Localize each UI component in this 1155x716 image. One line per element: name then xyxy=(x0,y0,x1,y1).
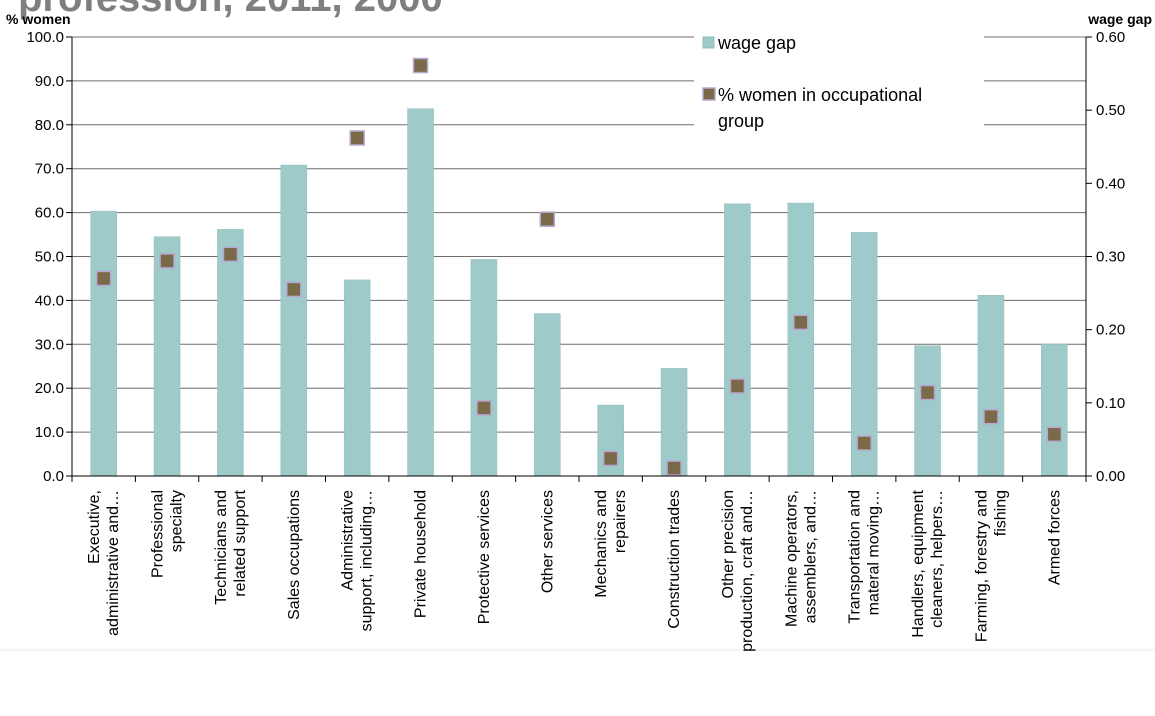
left-tick-label: 100.0 xyxy=(26,29,64,46)
right-tick-label: 0.30 xyxy=(1096,249,1125,266)
legend-swatch-wage-gap xyxy=(702,36,715,49)
legend-label-wage-gap: wage gap xyxy=(717,33,796,53)
right-tick-label: 0.60 xyxy=(1096,29,1125,46)
women-share-marker xyxy=(602,450,619,467)
category-label: Farming, forestry and xyxy=(973,490,990,642)
wage-gap-bar xyxy=(407,108,434,477)
right-tick-label: 0.20 xyxy=(1096,322,1125,339)
women-share-marker xyxy=(349,130,365,146)
women-share-marker xyxy=(919,384,936,401)
left-axis-title: % women xyxy=(6,11,71,27)
wage-gap-bar xyxy=(977,295,1005,477)
wage-gap-bar xyxy=(787,202,815,477)
category-label: Administrative xyxy=(340,490,357,591)
left-tick-label: 10.0 xyxy=(35,424,64,441)
women-share-marker xyxy=(476,400,492,416)
wage-gap-bar xyxy=(153,236,181,477)
women-share-marker xyxy=(793,314,809,331)
wage-gap-bar xyxy=(1041,344,1068,477)
left-tick-label: 30.0 xyxy=(35,336,64,353)
wage-gap-bar xyxy=(90,210,117,477)
legend-label-women: % women in occupational xyxy=(718,85,922,105)
category-label: fishing xyxy=(992,490,1009,536)
left-tick-label: 60.0 xyxy=(35,205,64,222)
category-label: Private household xyxy=(413,490,430,618)
category-label: Protective services xyxy=(476,490,493,624)
category-label: Professional xyxy=(150,490,167,578)
bar-series xyxy=(90,108,1068,477)
right-tick-label: 0.40 xyxy=(1096,175,1125,192)
category-labels: Executive, administrative and… Professiona… xyxy=(86,489,1063,651)
category-label: assemblers, and… xyxy=(802,490,819,623)
category-label: specialty xyxy=(169,490,186,552)
legend: wage gap % women in occupational group xyxy=(694,26,984,156)
women-share-marker xyxy=(729,378,746,394)
left-tick-label: 80.0 xyxy=(35,117,64,134)
category-label: Construction trades xyxy=(666,490,683,629)
wage-gap-bar xyxy=(724,203,751,477)
category-label: Other services xyxy=(539,490,556,593)
women-share-marker xyxy=(856,435,872,451)
wage-gap-bar xyxy=(914,345,941,477)
wage-gap-bar xyxy=(470,259,498,477)
category-label: production, craft and… xyxy=(739,490,756,652)
women-share-marker xyxy=(412,57,429,74)
left-tick-label: 50.0 xyxy=(35,249,64,266)
category-label: Mechanics and xyxy=(593,490,610,598)
gridlines xyxy=(72,36,1086,433)
right-axis-title: wage gap xyxy=(1087,11,1152,27)
women-share-marker xyxy=(1046,426,1063,443)
women-share-marker xyxy=(159,253,175,269)
category-label: Executive, xyxy=(86,490,103,564)
women-share-marker xyxy=(983,408,999,425)
category-label: Machine operators, xyxy=(783,490,800,627)
women-share-marker xyxy=(286,281,302,298)
left-tick-label: 0.0 xyxy=(43,468,64,485)
wage-gap-bar xyxy=(217,229,244,477)
wage-gap-bar xyxy=(343,279,371,477)
category-label: Sales occupations xyxy=(286,490,303,620)
category-label: administrative and… xyxy=(105,490,122,636)
women-share-marker xyxy=(222,246,239,263)
category-label: support, including… xyxy=(359,490,376,631)
left-tick-label: 90.0 xyxy=(35,73,64,90)
category-label: materal moving… xyxy=(866,490,883,615)
wage-gap-bar xyxy=(280,164,308,477)
axes: 0.0 10.0 20.0 30.0 40.0 50.0 60.0 70.0 80.0 90.0 1… xyxy=(0,11,1155,651)
legend-label-women: group xyxy=(718,111,764,131)
category-label: Transportation and xyxy=(847,490,864,624)
women-share-marker xyxy=(539,211,556,227)
category-label: Handlers, equipment xyxy=(910,489,927,637)
category-label: Technicians and xyxy=(213,490,230,605)
category-label: Other precision xyxy=(720,490,737,599)
left-tick-label: 70.0 xyxy=(35,161,64,178)
left-tick-label: 20.0 xyxy=(35,380,64,397)
left-tick-label: 40.0 xyxy=(35,292,64,309)
wage-gap-bar xyxy=(660,368,688,477)
category-label: repairers xyxy=(612,490,629,553)
right-tick-label: 0.50 xyxy=(1096,102,1125,119)
right-tick-label: 0.00 xyxy=(1096,468,1125,485)
legend-swatch-women xyxy=(702,87,716,101)
women-share-marker xyxy=(95,270,112,287)
page-title: profession, 2011, 2000 xyxy=(18,0,443,21)
marker-series xyxy=(95,57,1063,476)
category-label: Armed forces xyxy=(1046,490,1063,585)
wage-gap-bar xyxy=(534,313,561,477)
legend-box xyxy=(694,26,984,156)
category-label: cleaners, helpers… xyxy=(929,490,946,628)
women-share-marker xyxy=(666,460,682,476)
category-label: related support xyxy=(232,489,249,596)
right-tick-label: 0.10 xyxy=(1096,395,1125,412)
